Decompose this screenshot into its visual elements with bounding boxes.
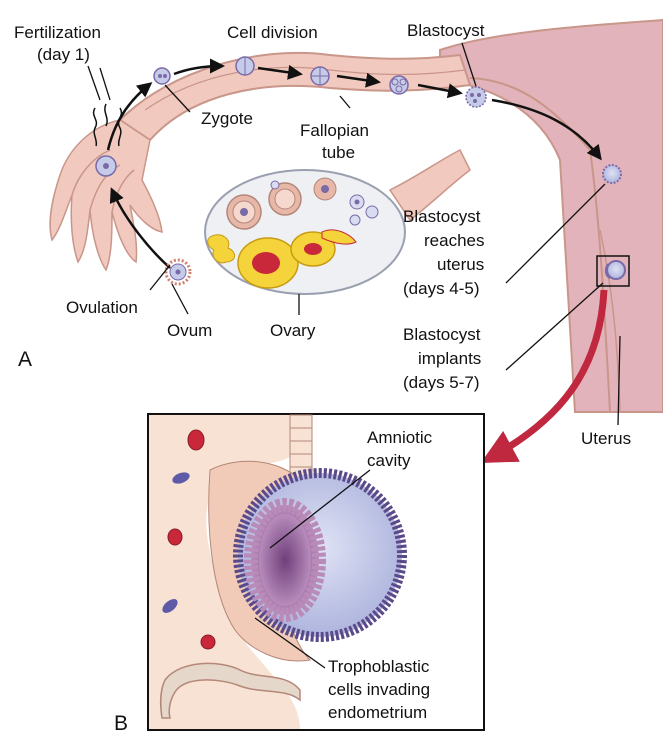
label-implants-3: (days 5-7)	[403, 373, 480, 392]
label-reaches-4: (days 4-5)	[403, 279, 480, 298]
uterine-gland	[160, 662, 301, 719]
label-tropho-1: Trophoblastic	[328, 657, 430, 676]
label-fertilization: Fertilization	[14, 23, 101, 42]
ovum-cell	[164, 258, 192, 286]
ovarian-ligament	[388, 148, 471, 222]
label-tropho-2: cells invading	[328, 680, 430, 699]
label-amniotic: Amniotic	[367, 428, 433, 447]
magnify-arrow	[480, 289, 608, 464]
tube-entry-arrow	[106, 82, 153, 151]
label-fallopian: Fallopian	[300, 121, 369, 140]
ovary	[204, 169, 406, 295]
implanting-blastocyst	[596, 255, 630, 287]
fertilized-egg	[95, 155, 117, 177]
panel-letter-a: A	[18, 348, 32, 371]
panel-letter-b: B	[114, 712, 128, 735]
label-ovary: Ovary	[270, 321, 316, 340]
label-cell-division: Cell division	[227, 23, 318, 42]
label-fallopian-tube: tube	[322, 143, 355, 162]
sperm	[92, 103, 123, 147]
label-reaches-3: uterus	[437, 255, 484, 274]
label-amniotic-cavity: cavity	[367, 451, 411, 470]
endometrium	[149, 415, 300, 729]
ovulation-arrow	[109, 187, 171, 269]
fimbriae	[49, 119, 163, 272]
blastocyst-in-uterus	[602, 164, 622, 184]
blood-cells	[162, 429, 216, 650]
label-ovum: Ovum	[167, 321, 212, 340]
label-reaches-2: reaches	[424, 231, 484, 250]
ovarian-follicles	[207, 177, 379, 289]
morula-blastocyst	[465, 86, 487, 108]
label-implants-1: Blastocyst	[403, 325, 481, 344]
label-zygote: Zygote	[201, 109, 253, 128]
two-cell-stage	[235, 56, 255, 76]
eight-cell-stage	[389, 75, 409, 95]
blastocyst-detail	[233, 468, 407, 642]
panel-a: Fertilization (day 1) Cell division Blas…	[14, 18, 663, 448]
label-fertilization-day: (day 1)	[37, 45, 90, 64]
label-tropho-3: endometrium	[328, 703, 427, 722]
label-uterus: Uterus	[581, 429, 631, 448]
fallopian-tube	[118, 51, 472, 142]
uterine-cavity	[469, 77, 611, 413]
zygote-cell	[153, 67, 171, 85]
panel-b: Amniotic cavity Trophoblastic cells inva…	[147, 413, 485, 731]
label-ovulation: Ovulation	[66, 298, 138, 317]
four-cell-stage	[310, 66, 330, 86]
label-implants-2: implants	[418, 349, 481, 368]
label-reaches-1: Blastocyst	[403, 207, 481, 226]
label-blastocyst: Blastocyst	[407, 21, 485, 40]
